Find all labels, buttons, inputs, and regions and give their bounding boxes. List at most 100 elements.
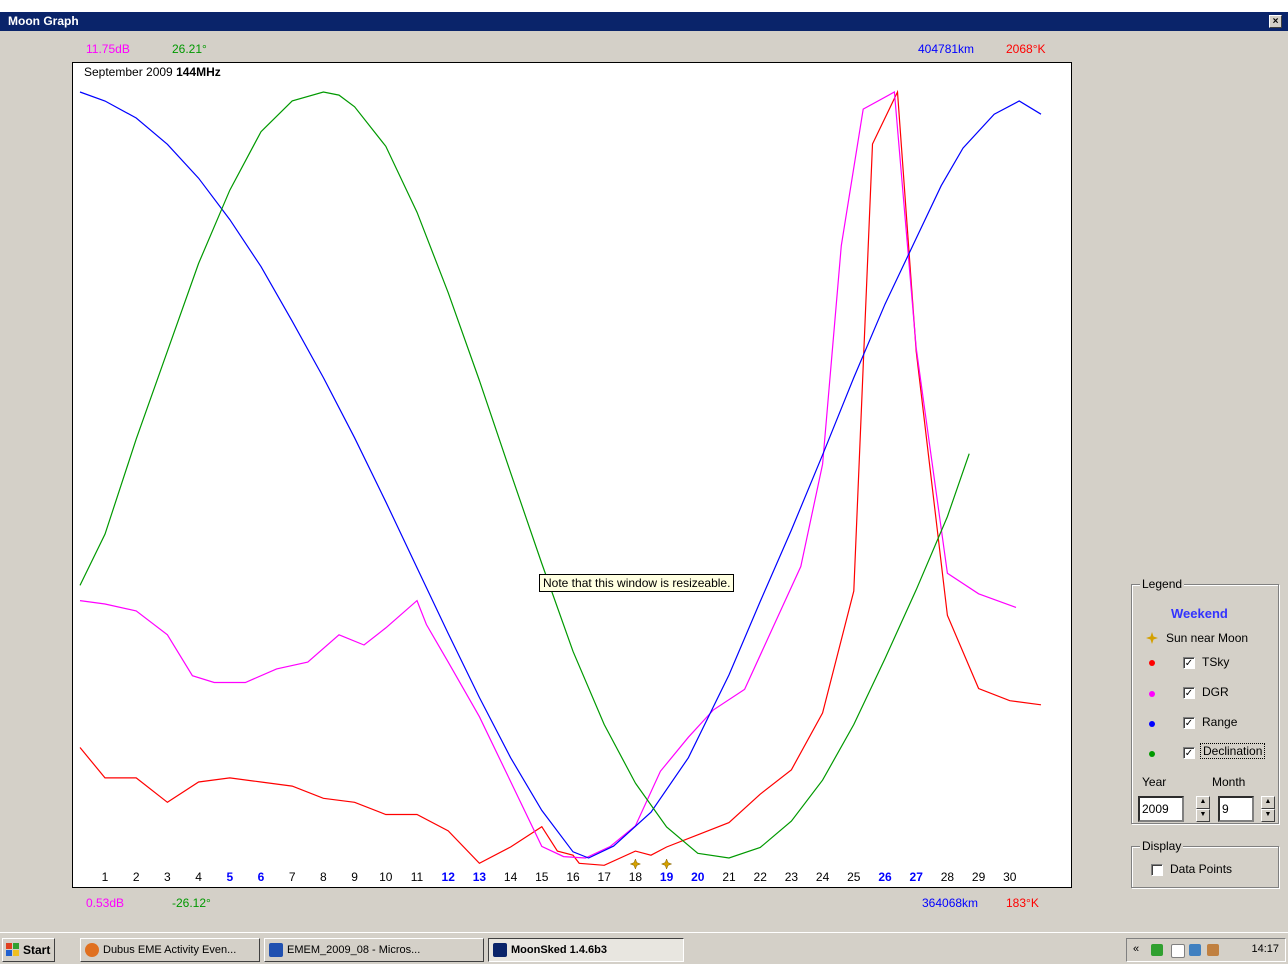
- dgr-max-label: 11.75dB: [86, 42, 130, 56]
- task-label: MoonSked 1.4.6b3: [511, 944, 607, 956]
- window-titlebar[interactable]: Moon Graph ×: [0, 12, 1288, 31]
- task-label: Dubus EME Activity Even...: [103, 944, 237, 956]
- task-moonsked[interactable]: MoonSked 1.4.6b3: [488, 938, 684, 962]
- dgr-label: DGR: [1202, 685, 1229, 699]
- display-title: Display: [1140, 839, 1184, 853]
- day-tick-label: 23: [785, 870, 799, 884]
- data-points-label: Data Points: [1170, 862, 1233, 876]
- declination-checkbox[interactable]: ✓: [1183, 747, 1195, 759]
- day-tick-label: 25: [847, 870, 861, 884]
- day-tick-label: 19: [660, 870, 674, 884]
- day-tick-label: 6: [258, 870, 265, 884]
- dgr-min-label: 0.53dB: [86, 896, 125, 910]
- series-line-range: [79, 91, 1042, 859]
- month-up-icon[interactable]: ▲: [1261, 796, 1275, 809]
- sun-near-moon-star: [629, 858, 642, 870]
- day-tick-label: 2: [133, 870, 140, 884]
- tray-chevron-icon[interactable]: «: [1133, 943, 1140, 955]
- day-tick-label: 1: [102, 870, 109, 884]
- system-tray: « 14:17: [1126, 938, 1286, 962]
- close-icon[interactable]: ×: [1269, 15, 1282, 28]
- chart-title: September 2009 144MHz: [84, 65, 221, 79]
- tray-volume-icon[interactable]: [1207, 944, 1219, 956]
- windows-flag-icon: [6, 943, 19, 956]
- task-dubus-browser[interactable]: Dubus EME Activity Even...: [80, 938, 260, 962]
- tsky-checkbox[interactable]: ✓: [1183, 657, 1195, 669]
- day-tick-label: 11: [411, 870, 424, 884]
- data-points-checkbox[interactable]: [1151, 864, 1163, 876]
- legend-group: Legend: [1131, 577, 1279, 824]
- day-tick-label: 4: [195, 870, 202, 884]
- day-tick-label: 18: [629, 870, 643, 884]
- day-tick-label: 14: [504, 870, 518, 884]
- day-tick-label: 21: [722, 870, 736, 884]
- chart-frequency: 144MHz: [176, 65, 221, 79]
- legend-title: Legend: [1140, 577, 1185, 591]
- tsky-min-label: 183°K: [1006, 896, 1039, 910]
- task-emem-excel[interactable]: EMEM_2009_08 - Micros...: [264, 938, 484, 962]
- declination-dot-icon: [1149, 751, 1155, 757]
- day-tick-label: 15: [535, 870, 549, 884]
- month-label: Month: [1212, 775, 1246, 789]
- year-input[interactable]: 2009: [1138, 796, 1184, 822]
- clock: 14:17: [1251, 943, 1279, 955]
- sun-star-icon: [1146, 632, 1158, 644]
- moonsked-icon: [493, 943, 507, 957]
- start-label: Start: [23, 943, 51, 957]
- day-tick-label: 8: [320, 870, 327, 884]
- year-up-icon[interactable]: ▲: [1196, 796, 1210, 809]
- day-tick-label: 20: [691, 870, 705, 884]
- dgr-dot-icon: [1149, 691, 1155, 697]
- tsky-label: TSky: [1202, 655, 1230, 669]
- series-line-dgr: [79, 91, 1017, 859]
- day-tick-label: 17: [598, 870, 612, 884]
- range-dot-icon: [1149, 721, 1155, 727]
- sun-near-moon-star: [660, 858, 673, 870]
- tray-document-icon[interactable]: [1171, 944, 1185, 958]
- day-tick-label: 13: [473, 870, 487, 884]
- declination-label: Declination: [1200, 743, 1266, 759]
- year-down-icon[interactable]: ▼: [1196, 809, 1210, 822]
- start-button[interactable]: Start: [2, 938, 56, 962]
- month-input[interactable]: 9: [1218, 796, 1254, 822]
- sun-near-moon-label: Sun near Moon: [1166, 631, 1249, 645]
- day-tick-label: 12: [442, 870, 456, 884]
- range-min-label: 364068km: [922, 896, 979, 910]
- declination-min-label: -26.12°: [172, 896, 211, 910]
- range-label: Range: [1202, 715, 1238, 729]
- month-down-icon[interactable]: ▼: [1261, 809, 1275, 822]
- day-tick-label: 27: [910, 870, 924, 884]
- day-tick-label: 28: [941, 870, 955, 884]
- display-group: Display: [1131, 839, 1279, 888]
- browser-icon: [85, 943, 99, 957]
- dgr-checkbox[interactable]: ✓: [1183, 687, 1195, 699]
- day-tick-label: 26: [878, 870, 892, 884]
- tray-network-icon[interactable]: [1189, 944, 1201, 956]
- desktop-top-strip: [0, 0, 1288, 12]
- task-label: EMEM_2009_08 - Micros...: [287, 944, 421, 956]
- declination-max-label: 26.21°: [172, 42, 207, 56]
- day-tick-label: 22: [754, 870, 768, 884]
- day-tick-label: 30: [1003, 870, 1017, 884]
- day-tick-label: 10: [379, 870, 393, 884]
- day-tick-label: 24: [816, 870, 830, 884]
- spreadsheet-icon: [269, 943, 283, 957]
- tsky-dot-icon: [1149, 660, 1155, 666]
- range-max-label: 404781km: [918, 42, 975, 56]
- taskbar: Start Dubus EME Activity Even... EMEM_20…: [0, 932, 1288, 964]
- day-tick-label: 16: [566, 870, 580, 884]
- window-title: Moon Graph: [8, 14, 79, 28]
- range-checkbox[interactable]: ✓: [1183, 717, 1195, 729]
- day-tick-label: 5: [226, 870, 233, 884]
- series-line-declination: [79, 91, 970, 859]
- day-tick-label: 29: [972, 870, 986, 884]
- year-spinner[interactable]: ▲ ▼: [1196, 796, 1210, 822]
- weekend-label: Weekend: [1171, 606, 1228, 621]
- year-label: Year: [1142, 775, 1167, 789]
- month-spinner[interactable]: ▲ ▼: [1261, 796, 1275, 822]
- tray-app-icon[interactable]: [1151, 944, 1163, 956]
- series-line-tsky: [79, 89, 1042, 866]
- day-tick-label: 9: [351, 870, 358, 884]
- resize-tooltip: Note that this window is resizeable.: [539, 574, 735, 592]
